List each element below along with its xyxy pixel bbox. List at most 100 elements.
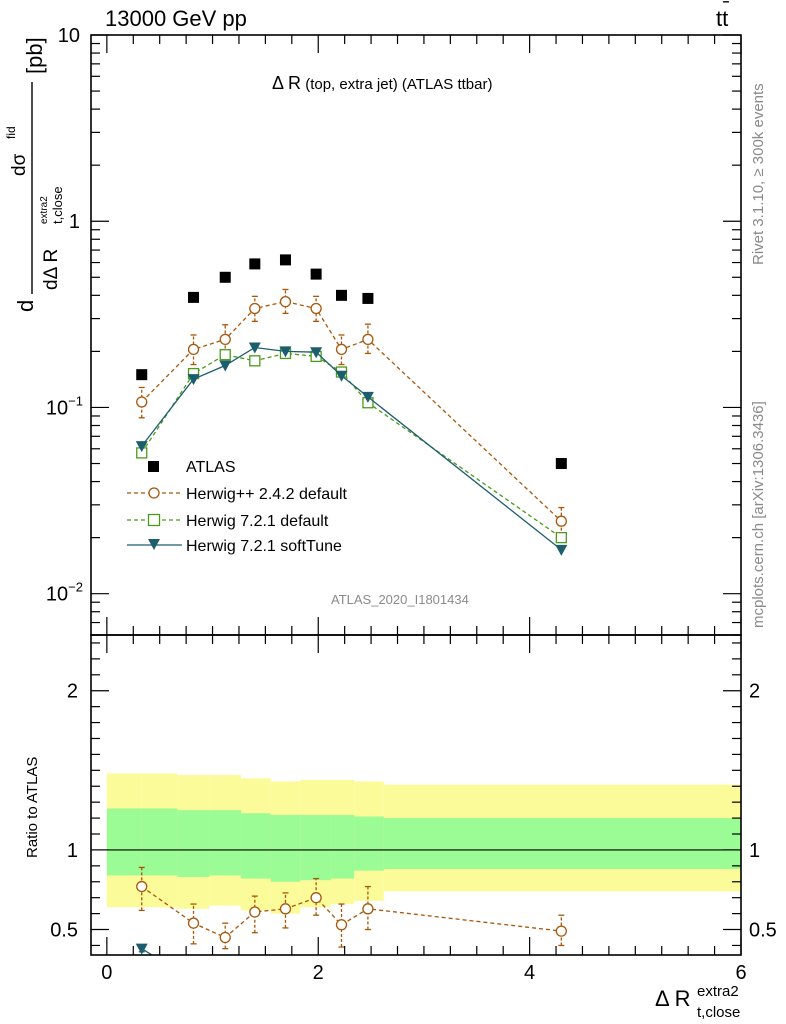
- data-point: [555, 515, 567, 527]
- top-panel-content: [135, 254, 568, 556]
- x-tick-label: 2: [313, 962, 324, 984]
- x-tick-label: 6: [735, 962, 746, 984]
- ratio-y-axis-label: Ratio to ATLAS: [24, 757, 41, 858]
- uncertainty-band-inner: [270, 814, 301, 882]
- legend-marker-herwig7-softtune: [148, 539, 160, 550]
- top-y-tick-label: 10: [58, 25, 80, 47]
- energy-label: 13000 GeV pp: [105, 6, 247, 31]
- plot-title-main: Δ R: [272, 73, 301, 93]
- data-point: [555, 531, 567, 544]
- ratio-y-tick-label: 0.5: [50, 920, 78, 942]
- x-axis-label: Δ R: [655, 986, 690, 1011]
- top-y-tick-label: 10−1: [46, 393, 83, 419]
- data-point: [279, 295, 292, 308]
- uncertainty-band-inner: [383, 818, 741, 870]
- ylabel-numer: dσ: [9, 153, 30, 176]
- ratio-y-tick-label: 1: [67, 840, 78, 862]
- ratio-point: [310, 892, 322, 904]
- legend-item-herwig7-softtune: Herwig 7.2.1 softTune: [127, 538, 342, 555]
- ratio-point: [187, 917, 200, 929]
- data-point: [219, 271, 231, 283]
- data-point: [361, 391, 374, 403]
- ratio-panel-frame: [90, 634, 742, 956]
- legend-label-atlas: ATLAS: [186, 459, 236, 476]
- mcplots-label: mcplots.cern.ch [arXiv:1306.3436]: [750, 401, 767, 628]
- data-point: [219, 349, 231, 361]
- data-point: [555, 544, 568, 556]
- process-label: tt: [716, 6, 728, 31]
- x-axis-label-main: Δ R: [655, 986, 690, 1011]
- top-y-tick-label-base: 10: [46, 397, 68, 419]
- ratio-y-tick-label-right: 1: [749, 840, 760, 862]
- data-point: [335, 343, 348, 356]
- ratio-point: [279, 903, 292, 915]
- data-point: [310, 302, 322, 315]
- series-line: [141, 352, 562, 539]
- ratio-point: [219, 931, 231, 944]
- legend-item-atlas: ATLAS: [148, 459, 236, 476]
- ylabel-denom-subsup: extra2: [39, 196, 50, 224]
- top-y-tick-label: 10−2: [46, 580, 83, 606]
- x-tick-label: 4: [524, 962, 535, 984]
- uncertainty-band-inner: [209, 810, 242, 876]
- data-point: [248, 342, 261, 354]
- ratio-point: [335, 919, 348, 931]
- data-point: [249, 258, 261, 270]
- ylabel-denom: dΔ R: [41, 249, 62, 290]
- ratio-point: [555, 925, 567, 937]
- legend-marker-herwig7-default: [147, 513, 161, 527]
- top-y-tick-label-exp: −2: [68, 580, 83, 595]
- uncertainty-band-inner: [141, 808, 178, 876]
- plot-title-sub: (top, extra jet) (ATLAS ttbar): [301, 76, 492, 93]
- legend-label-herwig7-softtune: Herwig 7.2.1 softTune: [186, 538, 342, 555]
- data-point: [188, 291, 200, 303]
- data-point: [310, 347, 323, 359]
- ratio-panel-ticks: 0.5 0.5 1 1 2 2 0 2 4 6: [50, 635, 777, 984]
- ylabel-denom-sub: t,close: [50, 186, 65, 224]
- x-axis-label-sub: t,close: [697, 1004, 740, 1021]
- data-point: [136, 369, 148, 381]
- ratio-point: [362, 903, 374, 915]
- uncertainty-band-inner: [330, 814, 355, 879]
- data-point: [135, 441, 148, 453]
- process-bar: ̄: [723, 0, 729, 3]
- legend-marker-atlas: [148, 461, 159, 472]
- uncertainty-band-inner: [354, 816, 384, 871]
- process-base: tt: [716, 6, 728, 31]
- x-axis-label-sup: extra2: [697, 983, 739, 1000]
- data-point: [187, 374, 200, 386]
- legend-label-herwigpp: Herwig++ 2.4.2 default: [186, 486, 348, 503]
- data-point: [279, 254, 291, 266]
- legend-item-herwigpp: Herwig++ 2.4.2 default: [127, 486, 348, 503]
- ratio-y-tick-label-right: 0.5: [749, 920, 777, 942]
- series-3: [135, 342, 568, 556]
- legend: ATLAS Herwig++ 2.4.2 default Herwig 7.2.…: [127, 459, 348, 555]
- data-point: [279, 346, 292, 358]
- analysis-id: ATLAS_2020_I1801434: [331, 592, 469, 607]
- ratio-point: [135, 943, 148, 955]
- legend-marker-herwigpp: [148, 487, 160, 499]
- data-point: [219, 333, 231, 346]
- top-y-tick-label: 1: [69, 211, 80, 233]
- uncertainty-band-inner: [241, 813, 271, 879]
- plot-title: Δ R (top, extra jet) (ATLAS ttbar): [272, 73, 492, 93]
- data-point: [187, 343, 200, 356]
- ylabel-numer-sup: fid: [4, 126, 18, 139]
- x-tick-label: 0: [101, 962, 112, 984]
- data-point: [362, 333, 374, 346]
- ylabel-unit: [pb]: [22, 37, 47, 74]
- uncertainty-band-inner: [177, 810, 210, 877]
- series-1: [136, 288, 567, 537]
- ratio-y-tick-label-right: 2: [749, 681, 760, 703]
- data-point: [249, 355, 261, 367]
- legend-item-herwig7-default: Herwig 7.2.1 default: [127, 513, 329, 530]
- data-point: [136, 396, 148, 408]
- ratio-panel-content: [91, 773, 741, 955]
- data-point: [555, 458, 567, 470]
- ylabel-d: d: [13, 300, 38, 312]
- data-point: [219, 360, 232, 372]
- data-point: [335, 289, 347, 301]
- data-point: [249, 302, 261, 315]
